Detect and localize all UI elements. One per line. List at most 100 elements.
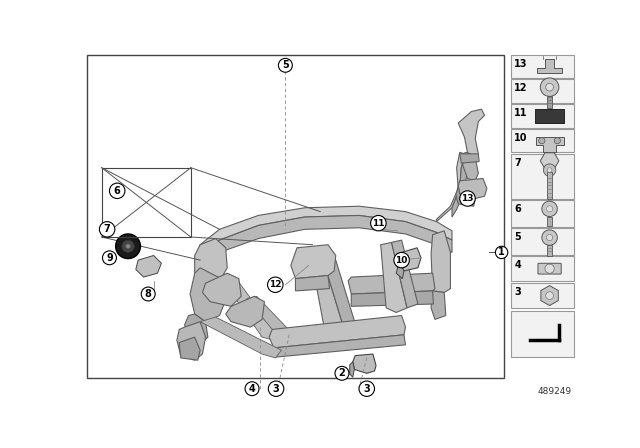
Text: 4: 4 [515, 260, 521, 270]
Polygon shape [223, 277, 278, 340]
Circle shape [554, 138, 561, 144]
Circle shape [460, 191, 476, 206]
Polygon shape [456, 186, 476, 206]
FancyBboxPatch shape [511, 256, 573, 281]
Text: 3: 3 [515, 287, 521, 297]
Circle shape [546, 292, 554, 299]
Polygon shape [458, 178, 487, 198]
Circle shape [547, 206, 553, 212]
Polygon shape [312, 263, 344, 331]
FancyBboxPatch shape [511, 129, 573, 152]
Circle shape [495, 246, 508, 258]
Circle shape [278, 58, 292, 72]
Text: 7: 7 [104, 224, 111, 234]
FancyBboxPatch shape [535, 109, 564, 123]
Polygon shape [195, 238, 227, 283]
Polygon shape [541, 285, 558, 306]
Polygon shape [200, 317, 282, 358]
Polygon shape [458, 109, 484, 158]
Polygon shape [200, 206, 452, 255]
Circle shape [99, 222, 115, 237]
FancyBboxPatch shape [511, 56, 573, 78]
Polygon shape [351, 291, 433, 306]
Text: 3: 3 [364, 383, 370, 394]
FancyBboxPatch shape [511, 200, 573, 227]
FancyBboxPatch shape [511, 311, 573, 358]
Polygon shape [431, 231, 451, 293]
Text: 6: 6 [515, 204, 521, 214]
Text: 10: 10 [515, 133, 528, 143]
Circle shape [546, 83, 554, 91]
Text: 13: 13 [461, 194, 474, 203]
FancyBboxPatch shape [547, 172, 552, 198]
Text: 11: 11 [372, 219, 385, 228]
Text: 12: 12 [269, 280, 282, 289]
Polygon shape [246, 296, 305, 353]
Circle shape [542, 201, 557, 216]
Polygon shape [226, 296, 264, 327]
Circle shape [547, 234, 553, 241]
Polygon shape [452, 154, 470, 217]
Polygon shape [396, 262, 404, 279]
Polygon shape [179, 337, 200, 360]
Circle shape [540, 78, 559, 96]
Text: 489249: 489249 [537, 387, 572, 396]
Polygon shape [537, 59, 562, 73]
Polygon shape [202, 273, 241, 306]
Polygon shape [190, 268, 226, 322]
Text: 3: 3 [273, 383, 280, 394]
Polygon shape [296, 276, 330, 291]
Text: 4: 4 [249, 383, 255, 394]
FancyBboxPatch shape [547, 95, 552, 108]
Circle shape [125, 244, 131, 249]
Polygon shape [291, 245, 336, 279]
Text: 8: 8 [145, 289, 152, 299]
FancyBboxPatch shape [511, 283, 573, 308]
Text: 11: 11 [515, 108, 528, 118]
Polygon shape [324, 260, 355, 327]
Text: 6: 6 [114, 186, 120, 196]
Polygon shape [463, 152, 478, 181]
Polygon shape [536, 137, 564, 152]
Circle shape [359, 381, 374, 396]
FancyBboxPatch shape [88, 56, 504, 378]
Text: 1: 1 [498, 247, 505, 258]
FancyBboxPatch shape [511, 228, 573, 254]
Polygon shape [136, 255, 161, 277]
FancyBboxPatch shape [511, 79, 573, 103]
Circle shape [371, 215, 386, 231]
Circle shape [102, 251, 116, 265]
Polygon shape [269, 315, 406, 348]
Polygon shape [353, 354, 376, 373]
FancyBboxPatch shape [538, 263, 561, 274]
Circle shape [116, 234, 140, 258]
Circle shape [542, 230, 557, 245]
Circle shape [547, 168, 552, 172]
Circle shape [268, 381, 284, 396]
Polygon shape [274, 335, 406, 357]
Polygon shape [349, 362, 355, 377]
Circle shape [539, 138, 545, 144]
Circle shape [141, 287, 155, 301]
Polygon shape [381, 242, 407, 313]
Text: 7: 7 [515, 158, 521, 168]
Polygon shape [399, 248, 421, 271]
Circle shape [122, 240, 134, 252]
Text: 10: 10 [396, 256, 408, 265]
Polygon shape [392, 240, 418, 308]
FancyBboxPatch shape [511, 154, 573, 198]
Circle shape [245, 382, 259, 396]
Polygon shape [460, 154, 479, 163]
Polygon shape [540, 153, 559, 169]
Circle shape [543, 164, 556, 176]
FancyBboxPatch shape [547, 216, 552, 226]
Text: 12: 12 [515, 83, 528, 93]
Polygon shape [436, 152, 465, 222]
Text: 5: 5 [282, 60, 289, 70]
Text: 2: 2 [339, 368, 346, 378]
Circle shape [394, 252, 410, 268]
FancyBboxPatch shape [511, 104, 573, 128]
Circle shape [335, 366, 349, 380]
Circle shape [545, 264, 554, 273]
Polygon shape [200, 215, 452, 268]
